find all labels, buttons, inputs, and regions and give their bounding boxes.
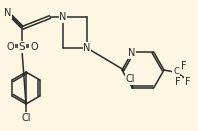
Text: F: F [175, 77, 181, 87]
Text: N: N [59, 12, 67, 22]
Text: C: C [173, 67, 179, 77]
Text: Cl: Cl [126, 74, 135, 84]
Text: O: O [30, 42, 38, 52]
Text: Cl: Cl [21, 113, 31, 123]
Text: N: N [4, 8, 12, 18]
Text: N: N [128, 48, 135, 58]
Text: N: N [83, 43, 91, 53]
Text: F: F [185, 77, 191, 87]
Text: F: F [181, 61, 187, 71]
Text: O: O [6, 42, 14, 52]
Text: S: S [19, 42, 25, 52]
